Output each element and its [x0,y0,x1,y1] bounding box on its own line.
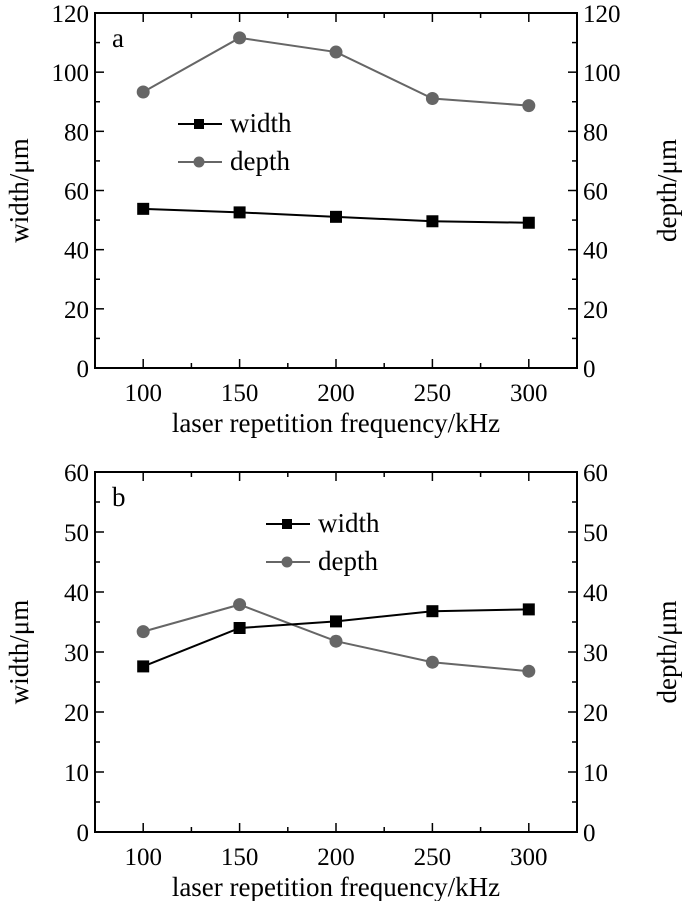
y2-tick-label: 80 [583,119,608,146]
data-point-depth [136,625,150,639]
y2-axis-label: depth/μm [652,139,682,242]
y2-tick-label: 10 [583,760,608,787]
data-point-width [522,603,535,616]
data-point-width [330,210,342,223]
legend: width depth [266,508,380,576]
legend-marker-width [194,119,204,129]
y2-tick-label: 20 [583,297,608,324]
y2-tick-label: 60 [583,179,608,206]
data-point-width [137,202,150,215]
legend-label-depth: depth [230,146,290,176]
data-point-depth [522,99,536,113]
x-tick-label: 100 [124,844,162,871]
legend-label-width: width [230,108,292,138]
y-tick-label: 0 [77,820,90,847]
y2-tick-label: 0 [583,356,596,383]
legend-marker-depth [193,156,205,168]
data-point-width [330,615,342,628]
y-tick-label: 40 [64,238,89,265]
y2-axis-label: depth/μm [652,601,682,704]
y2-tick-label: 20 [583,700,608,727]
y-tick-label: 80 [64,119,89,146]
x-axis-label: laser repetition frequency/kHz [172,872,500,901]
legend-label-width: width [318,508,380,538]
plot-frame [94,12,578,369]
x-tick-label: 150 [221,380,259,407]
series-depth [136,31,536,113]
y-tick-label: 20 [64,700,89,727]
y2-tick-label: 40 [583,580,608,607]
y-tick-label: 50 [64,520,89,547]
y-tick-label: 10 [64,760,89,787]
series-width [137,202,535,229]
legend: width depth [178,108,292,176]
legend-marker-width [282,519,292,529]
data-point-depth [425,655,439,669]
y2-tick-label: 50 [583,520,608,547]
y-tick-label: 120 [52,1,90,28]
y-tick-label: 60 [64,179,89,206]
y-tick-label: 20 [64,297,89,324]
y2-tick-label: 120 [583,1,621,28]
x-tick-label: 300 [510,844,548,871]
data-point-width [522,216,535,229]
y2-tick-label: 30 [583,640,608,667]
y-tick-label: 40 [64,580,89,607]
data-point-width [233,622,246,634]
x-tick-label: 100 [124,380,162,407]
x-tick-label: 200 [317,844,355,871]
x-tick-label: 250 [414,844,452,871]
data-point-depth [136,85,150,99]
data-point-depth [522,664,536,678]
x-tick-label: 200 [317,380,355,407]
y-tick-label: 30 [64,640,89,667]
data-point-width [426,215,439,228]
y2-tick-label: 60 [583,460,608,487]
data-point-width [426,605,439,618]
chart-panel-a: 100 150 200 250 300 0 20 40 60 80 100 120 0 20 40 60 80 1… [4,1,682,438]
chart-panel-b: 100 150 200 250 300 0 10 20 30 40 50 60 0 10 20 30 40 50 6… [4,460,682,901]
panel-label: a [112,23,124,53]
series-depth [136,598,536,678]
y2-tick-label: 0 [583,820,596,847]
y-axis-label: width/μm [4,600,34,704]
y-tick-label: 60 [64,460,89,487]
data-point-width [233,206,246,219]
panel-label: b [112,482,126,512]
data-point-depth [329,45,343,59]
x-tick-label: 300 [510,380,548,407]
data-point-depth [233,31,247,45]
data-point-depth [425,91,439,105]
x-tick-label: 250 [414,380,452,407]
legend-marker-depth [281,556,293,568]
x-axis-label: laser repetition frequency/kHz [172,408,500,438]
y-tick-label: 100 [52,60,90,87]
y2-tick-label: 100 [583,60,621,87]
data-point-depth [233,598,247,612]
legend-label-depth: depth [318,546,378,576]
data-point-width [137,660,150,673]
y-axis-label: width/μm [4,138,34,242]
y2-tick-label: 40 [583,238,608,265]
y-tick-label: 0 [77,356,90,383]
series-width [137,603,535,673]
x-tick-label: 150 [221,844,259,871]
data-point-depth [329,634,343,648]
